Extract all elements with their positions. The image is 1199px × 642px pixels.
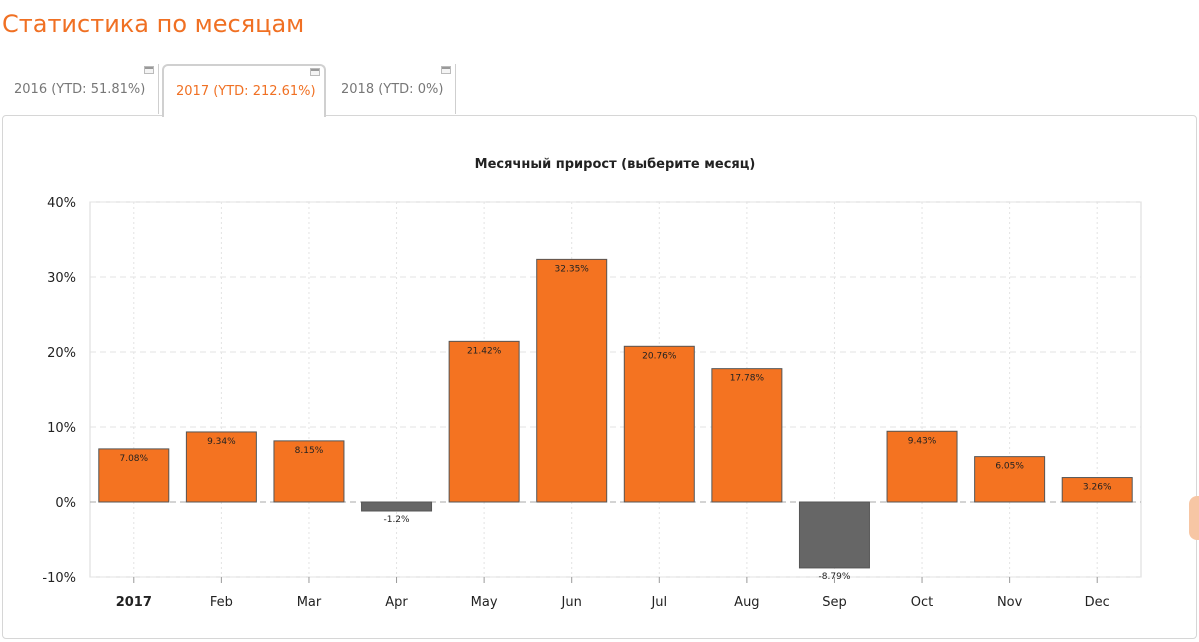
window-icon bbox=[310, 68, 320, 76]
data-label: 8.15% bbox=[295, 446, 324, 456]
bar-sep[interactable] bbox=[798, 501, 870, 569]
bar-dec[interactable] bbox=[1061, 477, 1133, 503]
chart-title: Месячный прирост (выберите месяц) bbox=[475, 157, 756, 172]
window-icon bbox=[441, 66, 451, 74]
chart-panel: Месячный прирост (выберите месяц) -10% 0%… bbox=[2, 115, 1197, 639]
y-tick-label: 0% bbox=[55, 496, 76, 511]
x-tick-label: Oct bbox=[911, 595, 933, 610]
plot-frame bbox=[89, 201, 1142, 578]
bar-may[interactable] bbox=[448, 340, 520, 503]
x-tick-label: Apr bbox=[385, 595, 408, 610]
bar-jun[interactable] bbox=[536, 258, 608, 503]
data-label: 7.08% bbox=[119, 454, 148, 464]
x-tick-label: Dec bbox=[1085, 595, 1110, 610]
bar-jul[interactable] bbox=[623, 345, 695, 503]
x-tick-label: Nov bbox=[997, 595, 1023, 610]
x-tick-label: Jul bbox=[650, 595, 667, 610]
bar-2017[interactable] bbox=[98, 448, 170, 503]
x-tick-label: Jun bbox=[561, 595, 582, 610]
label-layer: 7.08% 9.34% 8.15% -1.2% 21.42% 32.35% 20.76% 17… bbox=[119, 264, 1111, 582]
scroll-handle[interactable] bbox=[1189, 496, 1199, 540]
bar-nov[interactable] bbox=[974, 456, 1046, 503]
page-title: Статистика по месяцам bbox=[2, 10, 305, 38]
data-label: 17.78% bbox=[730, 374, 765, 384]
y-tick-label: 20% bbox=[47, 346, 76, 361]
data-label: 3.26% bbox=[1083, 483, 1112, 493]
bar-oct[interactable] bbox=[886, 430, 958, 503]
x-tick-label: Aug bbox=[734, 595, 759, 610]
data-label: 32.35% bbox=[555, 264, 590, 274]
tab-2016[interactable]: 2016 (YTD: 51.81%) bbox=[2, 64, 159, 114]
y-tick-label: 40% bbox=[47, 196, 76, 211]
tab-2018-label: 2018 (YTD: 0%) bbox=[341, 81, 444, 97]
data-label: 6.05% bbox=[995, 462, 1024, 472]
bar-feb[interactable] bbox=[185, 431, 257, 503]
bar-layer bbox=[98, 258, 1133, 569]
data-label: 20.76% bbox=[642, 351, 677, 361]
axis-layer: -10% 0% 10% 20% 30% 40% 2017 Feb Mar Apr May Jun Jul… bbox=[42, 196, 1109, 610]
x-tick-label: May bbox=[471, 595, 498, 610]
bar-aug[interactable] bbox=[711, 368, 783, 503]
x-tick-label: Sep bbox=[822, 595, 847, 610]
x-tick-label: Mar bbox=[297, 595, 322, 610]
data-label: -1.2% bbox=[383, 515, 410, 525]
bar-apr[interactable] bbox=[361, 501, 433, 512]
tab-2018[interactable]: 2018 (YTD: 0%) bbox=[329, 64, 456, 114]
data-label: 21.42% bbox=[467, 346, 502, 356]
tab-2016-label: 2016 (YTD: 51.81%) bbox=[14, 81, 146, 97]
grid-layer bbox=[89, 201, 1142, 578]
tab-2017[interactable]: 2017 (YTD: 212.61%) bbox=[162, 64, 326, 117]
y-tick-label: 30% bbox=[47, 271, 76, 286]
monthly-growth-chart: Месячный прирост (выберите месяц) -10% 0%… bbox=[42, 157, 1142, 610]
data-label: 9.43% bbox=[908, 436, 937, 446]
y-tick-label: -10% bbox=[42, 571, 76, 586]
tab-2017-label: 2017 (YTD: 212.61%) bbox=[176, 84, 316, 99]
data-label: 9.34% bbox=[207, 437, 236, 447]
x-tick-label: Feb bbox=[210, 595, 233, 610]
window-icon bbox=[144, 66, 154, 74]
y-tick-label: 10% bbox=[47, 421, 76, 436]
bar-mar[interactable] bbox=[273, 440, 345, 503]
x-tick-label: 2017 bbox=[116, 595, 152, 610]
data-label: -8.79% bbox=[819, 572, 851, 582]
